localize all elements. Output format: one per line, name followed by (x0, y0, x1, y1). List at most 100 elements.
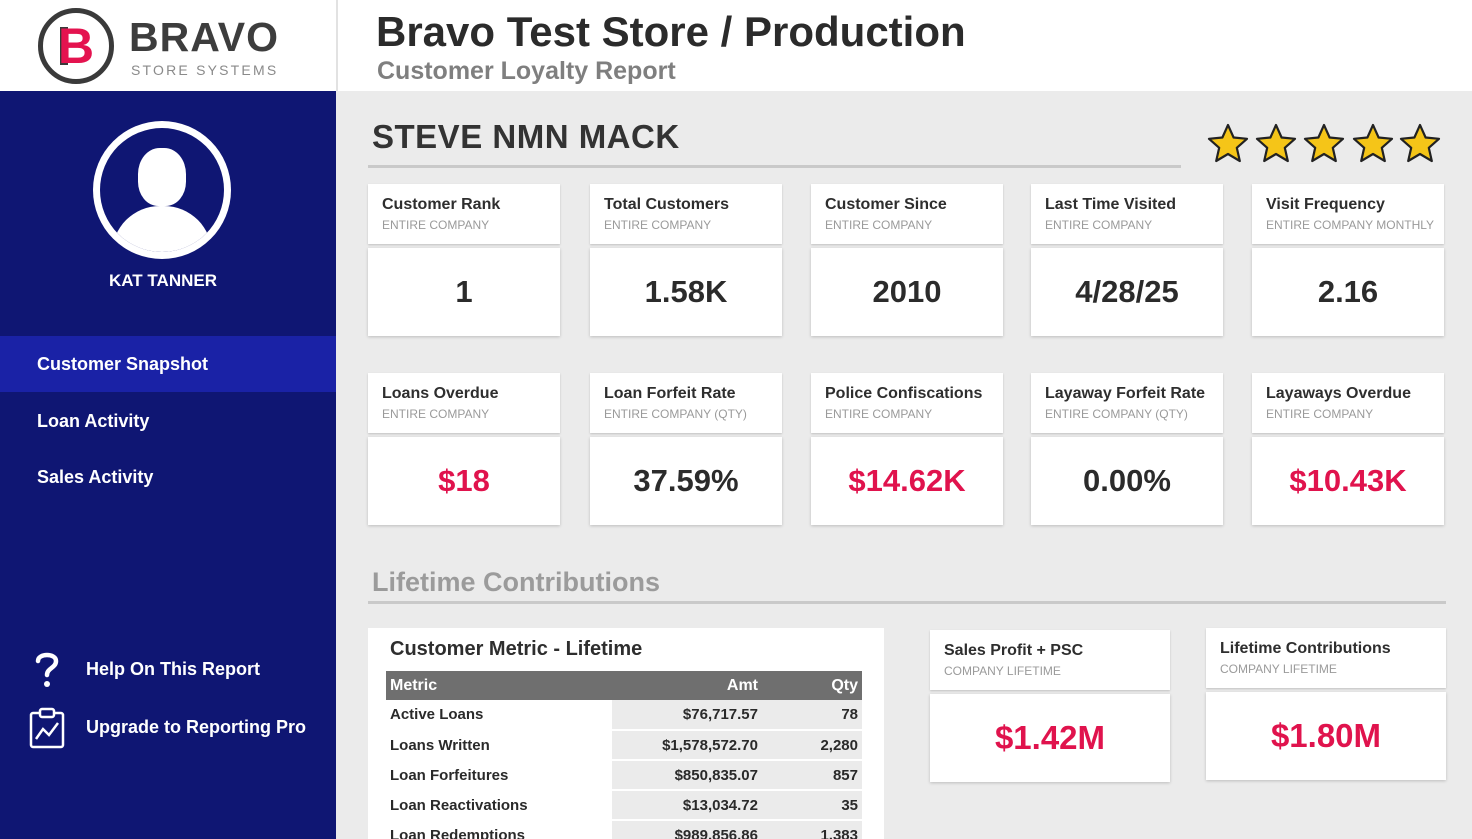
kpi-title: Loans Overdue (382, 385, 499, 402)
brand-initial: B (57, 18, 95, 74)
kpi-scope: ENTIRE COMPANY (1045, 218, 1153, 232)
amt-cell: $989,856.86 (612, 820, 762, 839)
kpi-scope: ENTIRE COMPANY (1266, 407, 1374, 421)
kpi-value: 2.16 (1252, 248, 1444, 336)
star-icon (1303, 123, 1345, 163)
kpi-scope: ENTIRE COMPANY MONTHLY (1266, 218, 1435, 232)
nav-customer-snapshot[interactable]: Customer Snapshot (0, 336, 336, 392)
qty-cell: 1,383 (762, 820, 862, 839)
kpi-scope: ENTIRE COMPANY (QTY) (1045, 407, 1188, 421)
kpi-value: 4/28/25 (1031, 248, 1223, 336)
kpi-header: Customer Since ENTIRE COMPANY (811, 184, 1003, 244)
header-divider (336, 0, 338, 91)
kpi-value: $14.62K (811, 437, 1003, 525)
kpi-loan-forfeit-rate: Loan Forfeit Rate ENTIRE COMPANY (QTY) 3… (590, 373, 782, 525)
kpi-header: Visit Frequency ENTIRE COMPANY MONTHLY (1252, 184, 1444, 244)
metric-cell: Loans Written (386, 730, 612, 761)
kpi-title: Last Time Visited (1045, 196, 1177, 213)
kpi-value: 0.00% (1031, 437, 1223, 525)
table-row: Loans Written $1,578,572.70 2,280 (386, 730, 862, 761)
table-row: Loan Reactivations $13,034.72 35 (386, 790, 862, 821)
customer-name: STEVE NMN MACK (372, 118, 680, 155)
kpi-scope: COMPANY LIFETIME (944, 664, 1061, 678)
lifetime-metric-panel: Customer Metric - Lifetime Metric Amt Qt… (368, 628, 884, 839)
kpi-title: Customer Since (825, 196, 947, 213)
kpi-header: Loan Forfeit Rate ENTIRE COMPANY (QTY) (590, 373, 782, 433)
column-header-amt[interactable]: Amt (612, 671, 762, 700)
help-link[interactable]: Help On This Report (0, 647, 336, 691)
kpi-loans-overdue: Loans Overdue ENTIRE COMPANY $18 (368, 373, 560, 525)
kpi-title: Sales Profit + PSC (944, 642, 1084, 659)
question-icon (28, 647, 66, 691)
section-divider (368, 601, 1446, 604)
metric-cell: Loan Redemptions (386, 820, 612, 839)
page-header: Bravo Test Store / Production Customer L… (338, 0, 1472, 91)
kpi-layaway-forfeit-rate: Layaway Forfeit Rate ENTIRE COMPANY (QTY… (1031, 373, 1223, 525)
kpi-value: $1.80M (1206, 692, 1446, 780)
kpi-title: Visit Frequency (1266, 196, 1385, 213)
user-name: KAT TANNER (109, 271, 217, 290)
kpi-customer-rank: Customer Rank ENTIRE COMPANY 1 (368, 184, 560, 336)
kpi-title: Layaway Forfeit Rate (1045, 385, 1206, 402)
avatar (93, 121, 231, 259)
star-icon (1255, 123, 1297, 163)
qty-cell: 2,280 (762, 730, 862, 761)
qty-cell: 857 (762, 760, 862, 791)
kpi-police-confiscations: Police Confiscations ENTIRE COMPANY $14.… (811, 373, 1003, 525)
kpi-value: $10.43K (1252, 437, 1444, 525)
kpi-visit-frequency: Visit Frequency ENTIRE COMPANY MONTHLY 2… (1252, 184, 1444, 336)
upgrade-link[interactable]: Upgrade to Reporting Pro (0, 705, 336, 749)
help-link-label: Help On This Report (86, 659, 261, 679)
kpi-value: $18 (368, 437, 560, 525)
qty-cell: 78 (762, 700, 862, 731)
brand-name: BRAVO (129, 14, 280, 60)
column-header-qty[interactable]: Qty (762, 671, 862, 700)
customer-name-divider (368, 165, 1181, 168)
kpi-title: Total Customers (604, 196, 730, 213)
kpi-scope: ENTIRE COMPANY (382, 218, 490, 232)
kpi-last-visited: Last Time Visited ENTIRE COMPANY 4/28/25 (1031, 184, 1223, 336)
upgrade-link-label: Upgrade to Reporting Pro (86, 717, 306, 737)
page-subtitle: Customer Loyalty Report (377, 57, 676, 85)
brand-logo: B BRAVO STORE SYSTEMS (0, 0, 336, 91)
table-row: Loan Forfeitures $850,835.07 857 (386, 760, 862, 791)
brand-mark-bar (60, 27, 68, 65)
metric-cell: Loan Reactivations (386, 790, 612, 821)
amt-cell: $1,578,572.70 (612, 730, 762, 761)
kpi-value: 1 (368, 248, 560, 336)
table-header-row: Metric Amt Qty (386, 671, 862, 700)
nav-loan-activity[interactable]: Loan Activity (37, 411, 150, 431)
kpi-value: $1.42M (930, 694, 1170, 782)
kpi-header: Police Confiscations ENTIRE COMPANY (811, 373, 1003, 433)
kpi-customer-since: Customer Since ENTIRE COMPANY 2010 (811, 184, 1003, 336)
kpi-value: 1.58K (590, 248, 782, 336)
metric-cell: Loan Forfeitures (386, 760, 612, 791)
kpi-title: Layaways Overdue (1266, 385, 1411, 402)
kpi-header: Layaways Overdue ENTIRE COMPANY (1252, 373, 1444, 433)
kpi-header: Lifetime Contributions COMPANY LIFETIME (1206, 628, 1446, 688)
kpi-header: Total Customers ENTIRE COMPANY (590, 184, 782, 244)
page-title: Bravo Test Store / Production (376, 8, 966, 55)
column-header-metric[interactable]: Metric (386, 671, 612, 700)
kpi-scope: COMPANY LIFETIME (1220, 662, 1337, 676)
kpi-header: Customer Rank ENTIRE COMPANY (368, 184, 560, 244)
metric-table: Metric Amt Qty Active Loans $76,717.57 7… (386, 671, 862, 839)
kpi-value: 37.59% (590, 437, 782, 525)
kpi-total-customers: Total Customers ENTIRE COMPANY 1.58K (590, 184, 782, 336)
qty-cell: 35 (762, 790, 862, 821)
nav-sales-activity[interactable]: Sales Activity (37, 467, 154, 487)
kpi-layaways-overdue: Layaways Overdue ENTIRE COMPANY $10.43K (1252, 373, 1444, 525)
brand-mark: B (38, 8, 114, 84)
avatar-head (138, 148, 186, 206)
kpi-lifetime-contributions: Lifetime Contributions COMPANY LIFETIME … (1206, 628, 1446, 780)
kpi-title: Loan Forfeit Rate (604, 385, 736, 402)
kpi-title: Lifetime Contributions (1220, 640, 1391, 657)
kpi-header: Layaway Forfeit Rate ENTIRE COMPANY (QTY… (1031, 373, 1223, 433)
user-silhouette-icon (100, 128, 224, 252)
sidebar: KAT TANNER Customer Snapshot Loan Activi… (0, 91, 336, 839)
kpi-title: Customer Rank (382, 196, 501, 213)
kpi-header: Sales Profit + PSC COMPANY LIFETIME (930, 630, 1170, 690)
star-icon (1399, 123, 1441, 163)
kpi-title: Police Confiscations (825, 385, 983, 402)
table-row: Loan Redemptions $989,856.86 1,383 (386, 820, 862, 839)
